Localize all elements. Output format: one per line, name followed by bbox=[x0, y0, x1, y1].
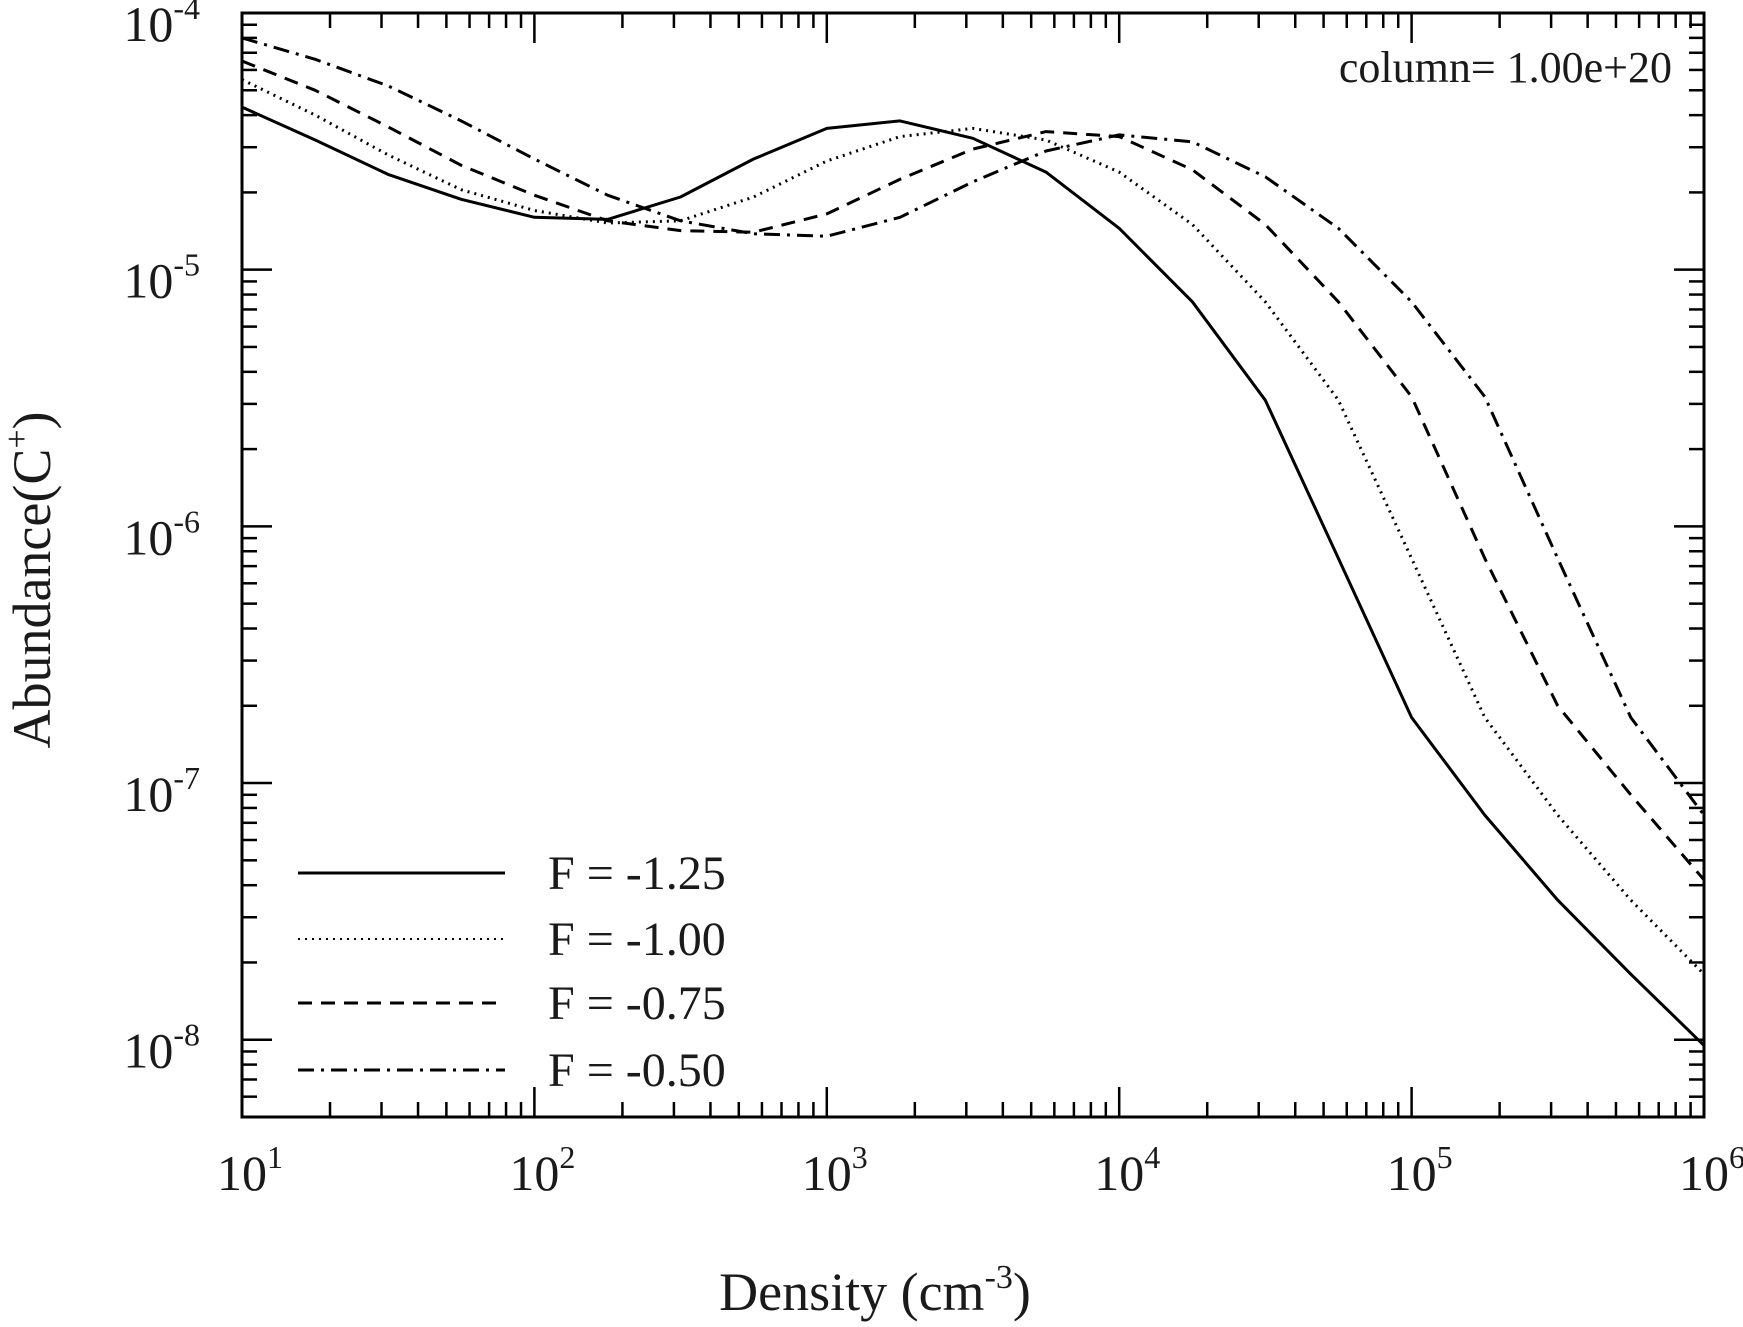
y-axis-title: Abundance(C+) bbox=[0, 411, 62, 748]
x-tick-label: 104 bbox=[1094, 1139, 1160, 1201]
plot-frame bbox=[240, 11, 1706, 1119]
x-tick-label: 101 bbox=[217, 1139, 283, 1201]
series-line-4 bbox=[241, 36, 1706, 816]
y-tick-label: 10-7 bbox=[123, 760, 200, 822]
x-tick-label: 106 bbox=[1679, 1139, 1743, 1201]
series-line-2 bbox=[241, 78, 1706, 976]
y-tick-label: 10-6 bbox=[123, 503, 200, 565]
series-line-1 bbox=[241, 105, 1706, 1047]
legend-label: F = -1.00 bbox=[548, 913, 726, 966]
x-tick-label: 105 bbox=[1387, 1139, 1453, 1201]
y-tick-label: 10-8 bbox=[123, 1017, 200, 1079]
column-annotation: column= 1.00e+20 bbox=[1339, 43, 1672, 92]
legend-label: F = -0.50 bbox=[548, 1044, 726, 1097]
x-tick-label: 102 bbox=[509, 1139, 575, 1201]
series-lines bbox=[241, 36, 1706, 1047]
x-axis-title: Density (cm-3) bbox=[719, 1259, 1031, 1322]
legend-label: F = -0.75 bbox=[548, 977, 726, 1030]
y-tick-label: 10-4 bbox=[123, 0, 200, 52]
y-tick-label: 10-5 bbox=[123, 247, 200, 309]
tick-labels: 101 102 103 104 105 106 10-8 10-7 10-6 10-5 10-4 bbox=[123, 0, 1743, 1201]
legend: F = -1.25 F = -1.00 F = -0.75 F = -0.50 bbox=[298, 847, 726, 1097]
legend-label: F = -1.25 bbox=[548, 847, 726, 900]
x-tick-label: 103 bbox=[802, 1139, 868, 1201]
